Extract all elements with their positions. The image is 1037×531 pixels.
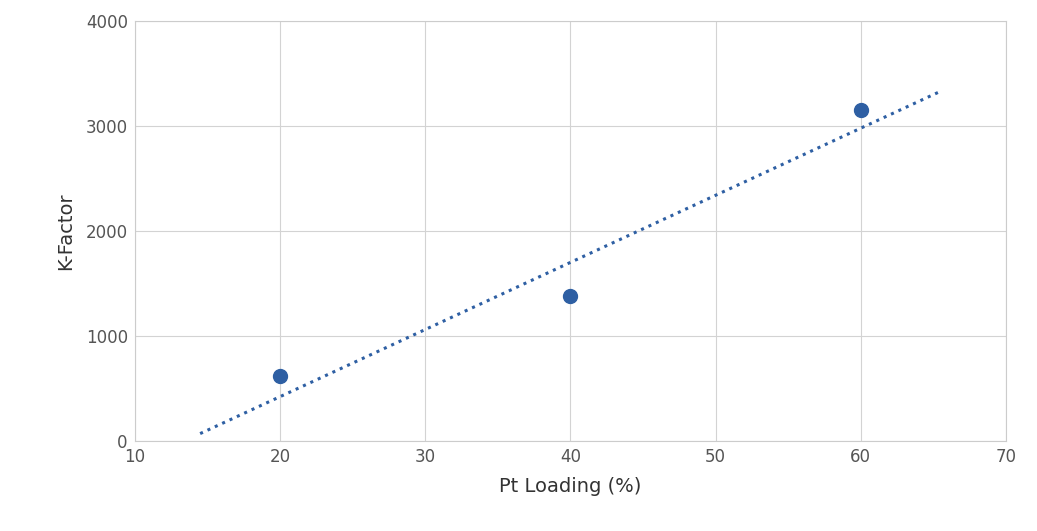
Point — [272, 372, 288, 380]
Point — [562, 292, 579, 300]
Point — [852, 106, 869, 115]
Y-axis label: K-Factor: K-Factor — [56, 192, 75, 270]
X-axis label: Pt Loading (%): Pt Loading (%) — [499, 477, 642, 496]
